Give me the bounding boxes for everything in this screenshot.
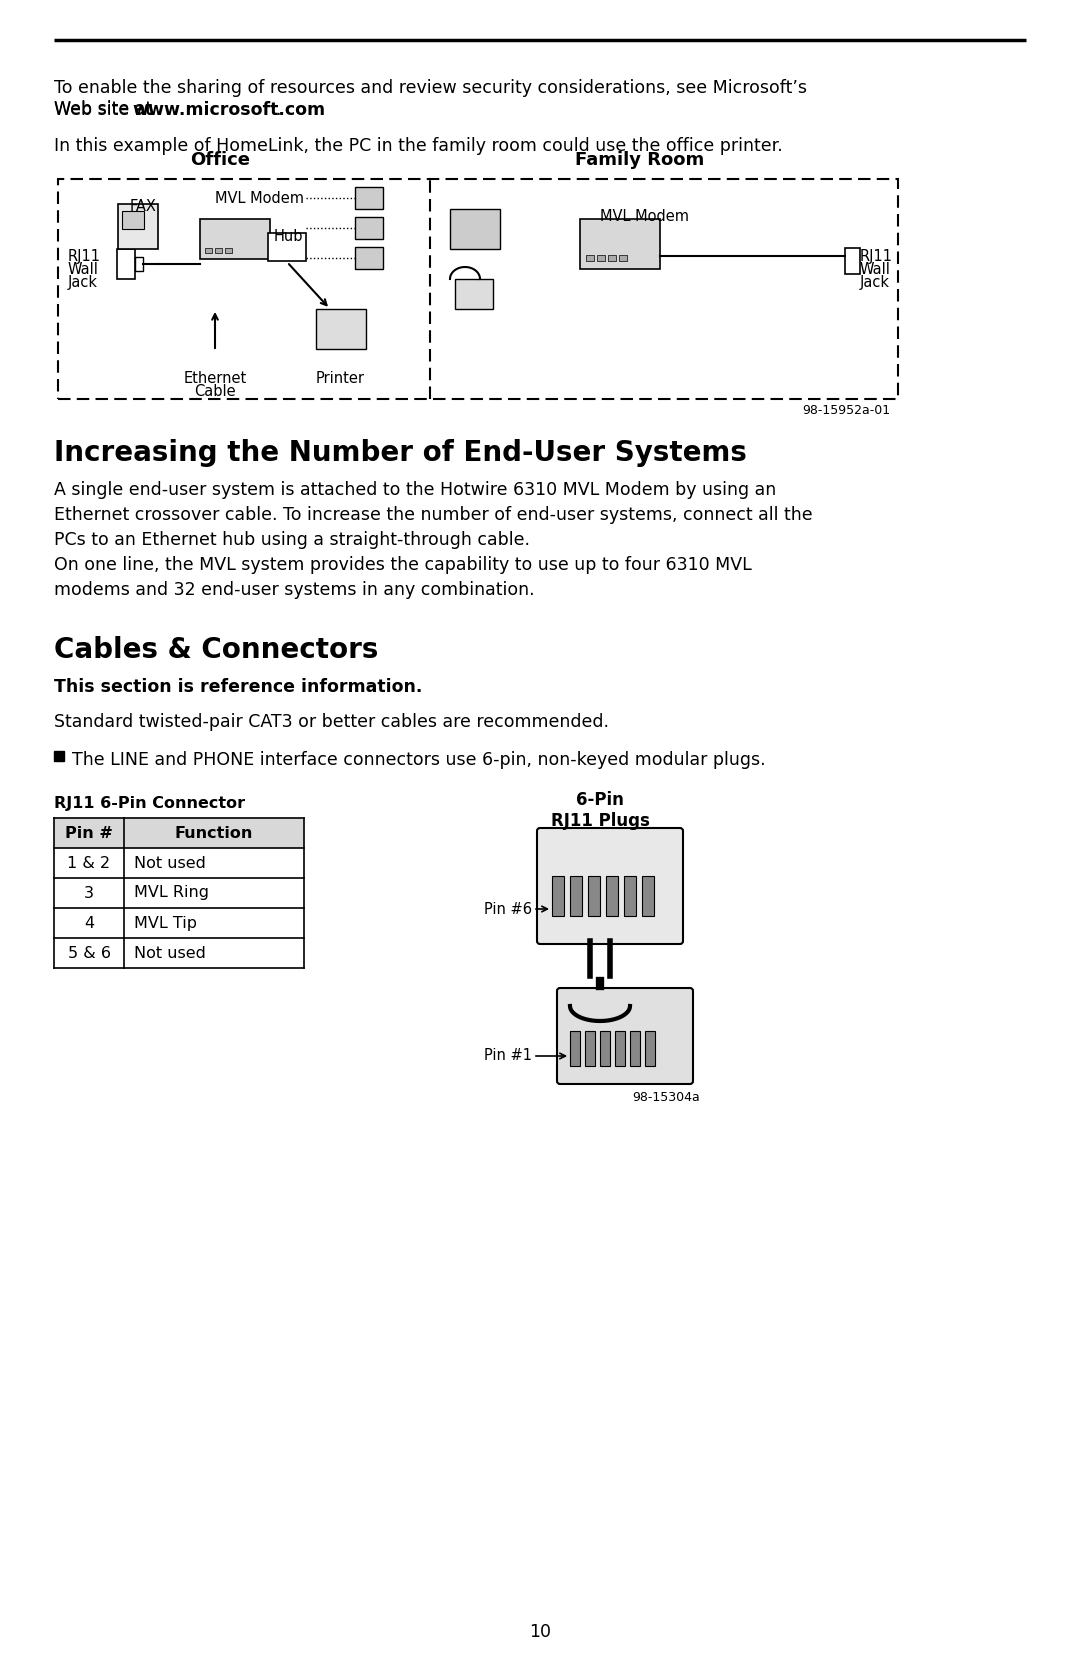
Text: 5 & 6: 5 & 6 xyxy=(67,946,110,960)
Text: In this example of HomeLink, the PC in the family room could use the office prin: In this example of HomeLink, the PC in t… xyxy=(54,137,783,155)
Text: Not used: Not used xyxy=(134,856,206,871)
Bar xyxy=(552,876,564,916)
Text: Hub: Hub xyxy=(273,229,302,244)
Text: RJ11 6-Pin Connector: RJ11 6-Pin Connector xyxy=(54,796,245,811)
Text: Ethernet: Ethernet xyxy=(184,371,246,386)
FancyBboxPatch shape xyxy=(537,828,683,945)
Text: Jack: Jack xyxy=(860,275,890,290)
Bar xyxy=(630,1031,640,1066)
Text: Pin #1: Pin #1 xyxy=(484,1048,532,1063)
Text: 4: 4 xyxy=(84,916,94,931)
Text: MVL Tip: MVL Tip xyxy=(134,916,197,931)
Text: Function: Function xyxy=(175,826,253,841)
FancyBboxPatch shape xyxy=(122,210,144,229)
Text: Standard twisted-pair CAT3 or better cables are recommended.: Standard twisted-pair CAT3 or better cab… xyxy=(54,713,609,731)
Text: www.microsoft.com: www.microsoft.com xyxy=(132,102,325,118)
FancyBboxPatch shape xyxy=(580,219,660,269)
Text: MVL Ring: MVL Ring xyxy=(134,886,210,901)
Text: .: . xyxy=(275,102,281,118)
FancyBboxPatch shape xyxy=(215,249,222,254)
Bar xyxy=(615,1031,625,1066)
Text: RJ11: RJ11 xyxy=(860,249,893,264)
Text: This section is reference information.: This section is reference information. xyxy=(54,678,422,696)
Bar xyxy=(54,751,64,761)
Text: 3: 3 xyxy=(84,886,94,901)
Bar xyxy=(606,876,618,916)
Text: Wall: Wall xyxy=(68,262,99,277)
FancyBboxPatch shape xyxy=(355,247,383,269)
Bar xyxy=(588,876,600,916)
Bar xyxy=(624,876,636,916)
FancyBboxPatch shape xyxy=(205,249,212,254)
Text: 98-15952a-01: 98-15952a-01 xyxy=(801,404,890,417)
FancyBboxPatch shape xyxy=(135,257,143,270)
FancyBboxPatch shape xyxy=(268,234,306,260)
Text: RJ11: RJ11 xyxy=(68,249,102,264)
Text: MVL Modem: MVL Modem xyxy=(600,209,689,224)
Bar xyxy=(642,876,654,916)
Text: FAX: FAX xyxy=(130,199,157,214)
Text: The LINE and PHONE interface connectors use 6-pin, non-keyed modular plugs.: The LINE and PHONE interface connectors … xyxy=(72,751,766,769)
FancyBboxPatch shape xyxy=(200,219,270,259)
FancyBboxPatch shape xyxy=(316,309,366,349)
Text: Pin #: Pin # xyxy=(65,826,113,841)
Bar xyxy=(645,1031,654,1066)
FancyBboxPatch shape xyxy=(619,255,627,260)
Bar xyxy=(570,1031,580,1066)
Text: Printer: Printer xyxy=(315,371,365,386)
Text: Cable: Cable xyxy=(194,384,235,399)
Text: Increasing the Number of End-User Systems: Increasing the Number of End-User System… xyxy=(54,439,747,467)
Text: A single end-user system is attached to the Hotwire 6310 MVL Modem by using an
E: A single end-user system is attached to … xyxy=(54,481,812,549)
Text: 10: 10 xyxy=(529,1622,551,1641)
FancyBboxPatch shape xyxy=(117,249,135,279)
Text: Not used: Not used xyxy=(134,946,206,960)
FancyBboxPatch shape xyxy=(355,217,383,239)
Bar xyxy=(570,876,582,916)
FancyBboxPatch shape xyxy=(557,988,693,1083)
Text: To enable the sharing of resources and review security considerations, see Micro: To enable the sharing of resources and r… xyxy=(54,78,807,118)
FancyBboxPatch shape xyxy=(355,187,383,209)
Text: 98-15304a: 98-15304a xyxy=(632,1092,700,1103)
Text: Jack: Jack xyxy=(68,275,98,290)
Text: Pin #6: Pin #6 xyxy=(484,901,532,916)
Text: Wall: Wall xyxy=(860,262,891,277)
Text: Office: Office xyxy=(190,150,249,169)
Bar xyxy=(600,1031,610,1066)
Text: 1 & 2: 1 & 2 xyxy=(67,856,110,871)
Text: Family Room: Family Room xyxy=(576,150,704,169)
FancyBboxPatch shape xyxy=(225,249,232,254)
FancyBboxPatch shape xyxy=(586,255,594,260)
Bar xyxy=(54,818,303,848)
Text: MVL Modem: MVL Modem xyxy=(215,190,303,205)
Bar xyxy=(585,1031,595,1066)
Text: On one line, the MVL system provides the capability to use up to four 6310 MVL
m: On one line, the MVL system provides the… xyxy=(54,556,752,599)
Text: Web site at: Web site at xyxy=(54,102,158,118)
FancyBboxPatch shape xyxy=(450,209,500,249)
FancyBboxPatch shape xyxy=(455,279,492,309)
FancyBboxPatch shape xyxy=(608,255,616,260)
Text: 6-Pin
RJ11 Plugs: 6-Pin RJ11 Plugs xyxy=(551,791,649,829)
FancyBboxPatch shape xyxy=(118,204,158,249)
Text: Cables & Connectors: Cables & Connectors xyxy=(54,636,378,664)
FancyBboxPatch shape xyxy=(597,255,605,260)
FancyBboxPatch shape xyxy=(845,249,860,274)
